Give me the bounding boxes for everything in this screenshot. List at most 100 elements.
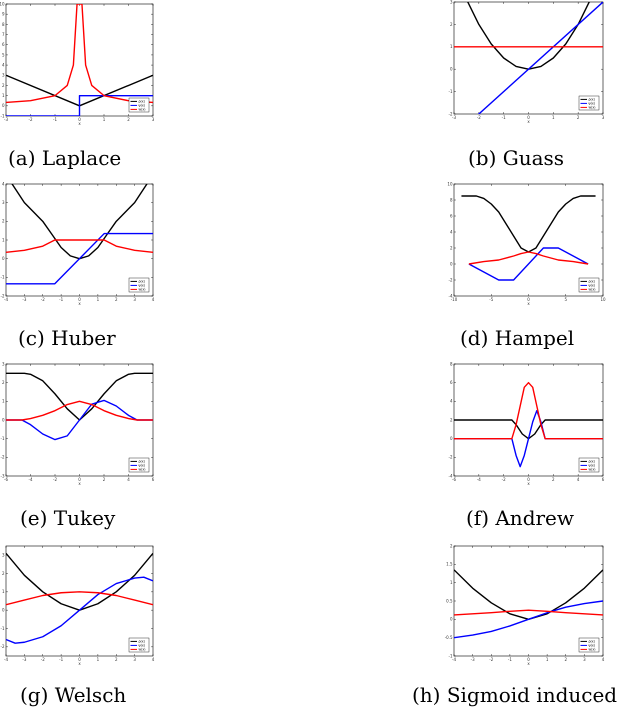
x-axis-label: x	[78, 121, 81, 126]
caption-hampel: (d) Hampel	[460, 326, 575, 350]
x-tick-label: 0	[78, 297, 81, 302]
x-tick-label: 2	[552, 477, 555, 482]
y-tick-label: 4	[2, 181, 5, 186]
x-tick-label: 4	[602, 657, 605, 662]
panel-sigmoid: -4 -3 -2 -1 0 1 2 3 4 -1 -0.5 0 0.5 1 1.5 2 x ρ(x) ψ(x) w(x…	[320, 540, 640, 720]
y-tick-label: 8	[450, 361, 453, 366]
series-line-w(x)	[468, 251, 589, 265]
x-tick-label: -4	[4, 657, 8, 662]
x-axis-label: x	[78, 301, 81, 306]
x-tick-label: -4	[4, 297, 8, 302]
y-tick-label: 0	[2, 103, 5, 108]
x-tick-label: 2	[115, 657, 118, 662]
chart-welsch: -4 -3 -2 -1 0 1 2 3 4 -2 -1 0 1 2 3 x ρ(x)ψ(x)w(x)	[1, 545, 155, 666]
x-axis-label: x	[527, 481, 530, 486]
legend-label: ψ(x)	[139, 464, 145, 468]
plot-frame	[5, 545, 154, 657]
series-line-w(x)	[6, 591, 153, 606]
x-tick-label: 4	[577, 477, 580, 482]
y-tick-label: -1	[1, 436, 5, 441]
legend-label: ψ(x)	[589, 464, 595, 468]
chart-huber: -4 -3 -2 -1 0 1 2 3 4 -2 -1 0 1 2 3 4 x ρ(x)ψ(x)w(x)	[1, 181, 155, 306]
plot-frame	[453, 545, 604, 657]
x-tick-label: 0	[527, 477, 530, 482]
x-tick-label: 2	[103, 477, 106, 482]
x-tick-label: -3	[452, 115, 456, 120]
y-tick-label: 1	[2, 589, 5, 594]
x-tick-label: -3	[22, 657, 26, 662]
x-tick-label: 2	[127, 117, 130, 122]
x-tick-label: 3	[152, 117, 155, 122]
panel-welsch: -4 -3 -2 -1 0 1 2 3 4 -2 -1 0 1 2 3 x ρ(x) ψ(x) w(x) (g) W…	[0, 540, 320, 720]
y-tick-label: -2	[449, 455, 453, 460]
caption-laplace: (a) Laplace	[8, 146, 122, 170]
y-tick-label: 2	[2, 380, 5, 385]
y-tick-label: 10	[0, 1, 5, 6]
x-tick-label: -1	[59, 297, 63, 302]
legend-label: w(x)	[589, 106, 596, 110]
legend-label: w(x)	[589, 468, 596, 472]
legend-label: ρ(x)	[589, 280, 595, 284]
x-tick-label: 0	[78, 117, 81, 122]
x-tick-label: 4	[152, 297, 155, 302]
y-tick-label: 0	[450, 67, 453, 72]
x-axis-label: x	[78, 661, 81, 666]
x-tick-label: 6	[602, 477, 605, 482]
y-tick-label: 6	[450, 380, 453, 385]
x-tick-label: -4	[29, 477, 33, 482]
y-tick-label: 2	[2, 571, 5, 576]
x-axis-label: x	[78, 481, 81, 486]
y-tick-label: -2	[449, 277, 453, 282]
y-tick-label: -1	[1, 275, 5, 280]
y-tick-label: -1	[1, 626, 5, 631]
legend-label: ψ(x)	[589, 644, 595, 648]
x-tick-label: 3	[602, 115, 605, 120]
series-line-w(x)	[6, 400, 153, 421]
legend-label: w(x)	[139, 648, 146, 652]
series-line-w(x)	[454, 609, 603, 616]
y-tick-label: -0.5	[445, 635, 453, 640]
y-tick-label: 2	[450, 543, 453, 548]
x-tick-label: 6	[152, 477, 155, 482]
x-tick-label: -2	[41, 657, 45, 662]
y-tick-label: 4	[450, 229, 453, 234]
legend-label: ψ(x)	[139, 644, 145, 648]
caption-tukey: (e) Tukey	[20, 506, 116, 530]
y-tick-label: 2	[2, 83, 5, 88]
x-axis-label: x	[527, 661, 530, 666]
x-tick-label: -10	[451, 297, 458, 302]
legend-label: w(x)	[139, 288, 146, 292]
y-tick-label: -2	[1, 455, 5, 460]
y-tick-label: 0	[2, 256, 5, 261]
y-tick-label: -1	[449, 89, 453, 94]
chart-laplace: -3 -2 -1 0 1 2 3 -1 0 1 2 3 4 5 6 7 8 9 10 x ρ(x)ψ(x)w(x)	[0, 1, 155, 126]
x-axis-label: x	[527, 119, 530, 124]
legend-label: ρ(x)	[589, 460, 595, 464]
y-tick-label: 9	[2, 12, 5, 17]
panel-guass: -3 -2 -1 0 1 2 3 -2 -1 0 1 2 3 x ρ(x) ψ(x) w(x) (b) Guas…	[320, 0, 640, 180]
y-tick-label: 2	[2, 219, 5, 224]
series-line-ψ(x)	[468, 247, 589, 281]
legend-label: ρ(x)	[589, 98, 595, 102]
caption-welsch: (g) Welsch	[20, 683, 127, 707]
legend-label: ψ(x)	[139, 104, 145, 108]
y-tick-label: 6	[450, 213, 453, 218]
y-tick-label: 0	[450, 436, 453, 441]
y-tick-label: 1	[450, 44, 453, 49]
panel-huber: -4 -3 -2 -1 0 1 2 3 4 -2 -1 0 1 2 3 4 x ρ(x) ψ(x) w(x) (c) …	[0, 180, 320, 360]
y-tick-label: 3	[2, 361, 5, 366]
x-tick-label: 2	[115, 297, 118, 302]
y-tick-label: 0	[450, 261, 453, 266]
x-tick-label: -2	[477, 115, 481, 120]
y-tick-label: 4	[2, 62, 5, 67]
y-tick-label: 0	[2, 417, 5, 422]
y-tick-label: -2	[1, 293, 5, 298]
x-tick-label: 3	[133, 297, 136, 302]
caption-andrew: (f) Andrew	[466, 506, 575, 530]
y-tick-label: 3	[2, 73, 5, 78]
y-tick-label: 1.5	[446, 562, 453, 567]
series-line-ψ(x)	[477, 2, 603, 114]
y-tick-label: -3	[1, 473, 5, 478]
y-tick-label: 0.5	[446, 598, 453, 603]
